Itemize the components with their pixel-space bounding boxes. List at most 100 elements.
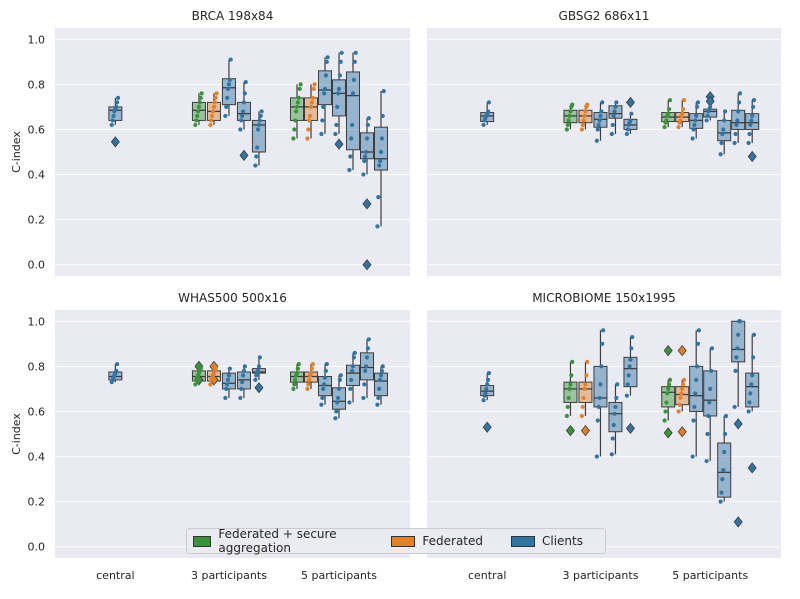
- box-federated: [578, 359, 593, 437]
- data-point: [336, 395, 341, 401]
- data-point: [570, 102, 575, 107]
- box-clients: [717, 109, 732, 157]
- data-point: [570, 359, 575, 364]
- panel-title: WHAS500 500x16: [178, 291, 287, 305]
- data-point: [747, 131, 752, 137]
- y-tick-label: 0.2: [28, 214, 46, 227]
- x-tick-label: central: [468, 569, 506, 582]
- box-clients: [221, 57, 236, 119]
- data-point: [680, 111, 685, 116]
- data-point: [610, 122, 615, 128]
- data-point: [613, 404, 618, 410]
- data-point: [363, 368, 368, 373]
- data-point: [695, 364, 700, 369]
- data-point: [258, 113, 263, 119]
- data-point: [213, 366, 218, 371]
- box-federated_secure: [290, 82, 304, 141]
- data-point: [362, 158, 367, 164]
- data-point: [597, 118, 602, 123]
- data-point: [594, 454, 599, 459]
- data-point: [582, 113, 587, 119]
- outlier-marker: [334, 138, 344, 150]
- data-point: [749, 118, 754, 123]
- data-point: [666, 386, 671, 392]
- data-point: [353, 50, 358, 55]
- legend-swatch-clients: [511, 535, 535, 547]
- box-body: [593, 365, 608, 408]
- data-point: [723, 431, 728, 437]
- legend: Federated + secure aggregation Federated…: [186, 527, 606, 555]
- box-clients: [318, 362, 332, 407]
- data-point: [691, 418, 696, 423]
- data-point: [297, 86, 302, 91]
- data-point: [240, 113, 245, 119]
- data-point: [256, 122, 262, 128]
- data-point: [380, 113, 385, 119]
- data-point: [662, 418, 667, 423]
- data-point: [115, 100, 120, 105]
- data-point: [704, 118, 709, 123]
- data-point: [679, 391, 684, 396]
- panel-title: BRCA 198x84: [192, 9, 274, 23]
- data-point: [705, 431, 710, 437]
- data-point: [364, 136, 370, 141]
- data-point: [625, 382, 630, 387]
- panel-2: GBSG2 686x11: [427, 9, 781, 276]
- data-point: [720, 131, 725, 137]
- box-federated: [675, 344, 690, 438]
- data-point: [209, 118, 214, 123]
- data-point: [322, 375, 328, 380]
- legend-label-federated-secure: Federated + secure aggregation: [218, 527, 337, 555]
- data-point: [110, 118, 115, 123]
- box-clients: [745, 332, 760, 474]
- data-point: [296, 362, 301, 367]
- data-point: [295, 100, 300, 105]
- panel-background: [55, 310, 410, 558]
- outlier-marker: [362, 259, 372, 271]
- box-clients: [221, 366, 236, 401]
- data-point: [615, 382, 620, 387]
- box-body: [332, 79, 346, 117]
- data-point: [707, 400, 712, 405]
- data-point: [257, 118, 262, 123]
- box-clients: [745, 98, 760, 163]
- data-point: [225, 86, 231, 91]
- data-point: [599, 364, 604, 369]
- data-point: [227, 77, 232, 82]
- data-point: [213, 95, 218, 100]
- data-point: [323, 368, 328, 373]
- data-point: [364, 149, 369, 155]
- data-point: [624, 131, 629, 137]
- data-point: [350, 122, 355, 128]
- data-point: [378, 149, 384, 155]
- data-point: [366, 337, 371, 342]
- data-point: [681, 382, 686, 387]
- data-point: [610, 436, 615, 441]
- box-clients: [703, 91, 718, 123]
- data-point: [732, 140, 737, 146]
- data-point: [363, 154, 368, 159]
- data-point: [612, 109, 617, 114]
- data-point: [609, 452, 614, 457]
- data-point: [254, 154, 259, 159]
- x-tick-label: 3 participants: [562, 569, 638, 582]
- data-point: [335, 400, 340, 405]
- data-point: [319, 131, 324, 137]
- box-body: [374, 126, 388, 171]
- data-point: [336, 91, 341, 96]
- data-point: [568, 382, 573, 387]
- legend-item-federated: Federated: [391, 534, 483, 548]
- outlier-marker: [663, 344, 673, 357]
- data-point: [377, 386, 382, 392]
- data-point: [223, 113, 228, 119]
- data-point: [719, 140, 724, 146]
- data-point: [379, 368, 384, 373]
- box-clients: [703, 346, 718, 464]
- box-clients: [689, 100, 704, 141]
- data-point: [223, 395, 228, 401]
- data-point: [746, 409, 751, 414]
- data-point: [226, 373, 232, 378]
- data-point: [350, 364, 356, 369]
- box-clients: [480, 100, 495, 128]
